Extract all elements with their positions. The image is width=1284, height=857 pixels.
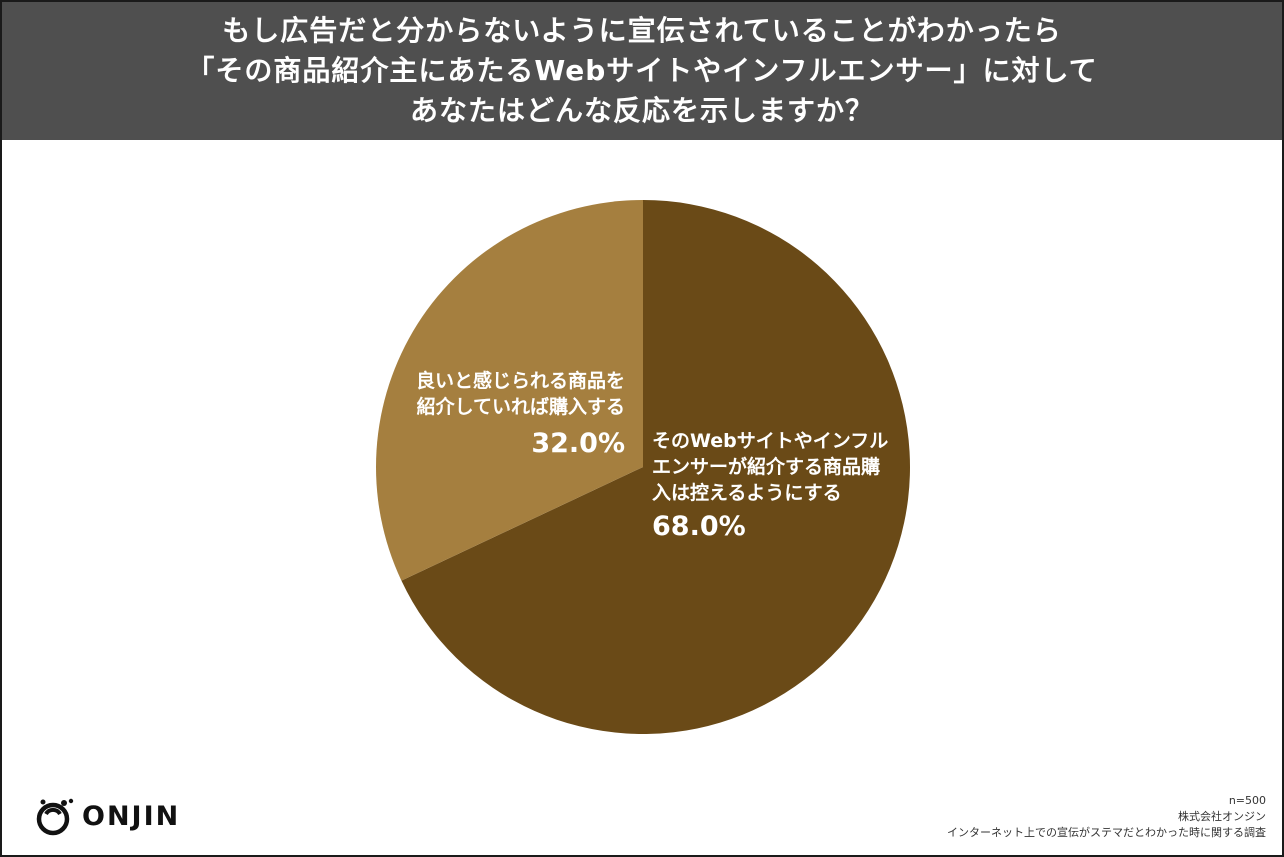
- slice-label-buy: 良いと感じられる商品を 紹介していれば購入する 32.0%: [416, 369, 625, 459]
- survey-name: インターネット上での宣伝がステマだとわかった時に関する調査: [947, 826, 1266, 839]
- slice-label-buy-line-1: 良いと感じられる商品を: [416, 369, 625, 392]
- pie-slice-avoid: [401, 200, 911, 735]
- chart-title: もし広告だと分からないように宣伝されていることがわかったら 「その商品紹介主にあ…: [2, 2, 1282, 140]
- footnotes: n=500 株式会社オンジン インターネット上での宣伝がステマだとわかった時に関…: [947, 793, 1266, 841]
- company-name: 株式会社オンジン: [1178, 810, 1266, 823]
- title-line-2: 「その商品紹介主にあたるWebサイトやインフルエンサー」に対して: [186, 54, 1098, 87]
- slice-label-avoid-line-1: そのWebサイトやインフル: [652, 430, 888, 452]
- slice-label-avoid: そのWebサイトやインフル エンサーが紹介する商品購 入は控えるようにする 68…: [652, 430, 888, 542]
- slice-label-avoid-line-2: エンサーが紹介する商品購: [652, 455, 880, 478]
- slice-value-avoid: 68.0%: [652, 511, 746, 542]
- slice-label-buy-line-2: 紹介していれば購入する: [417, 395, 625, 418]
- title-line-1: もし広告だと分からないように宣伝されていることがわかったら: [222, 14, 1062, 47]
- sample-size: n=500: [1228, 794, 1266, 807]
- onjin-logo-icon: [34, 796, 74, 836]
- slice-value-buy: 32.0%: [531, 428, 625, 459]
- pie-slice-buy: [376, 200, 643, 581]
- slice-label-avoid-line-3: 入は控えるようにする: [652, 481, 842, 504]
- onjin-logo: ONJIN: [34, 796, 180, 836]
- title-line-3: あなたはどんな反応を示しますか？: [409, 94, 874, 127]
- onjin-logo-text: ONJIN: [82, 800, 181, 832]
